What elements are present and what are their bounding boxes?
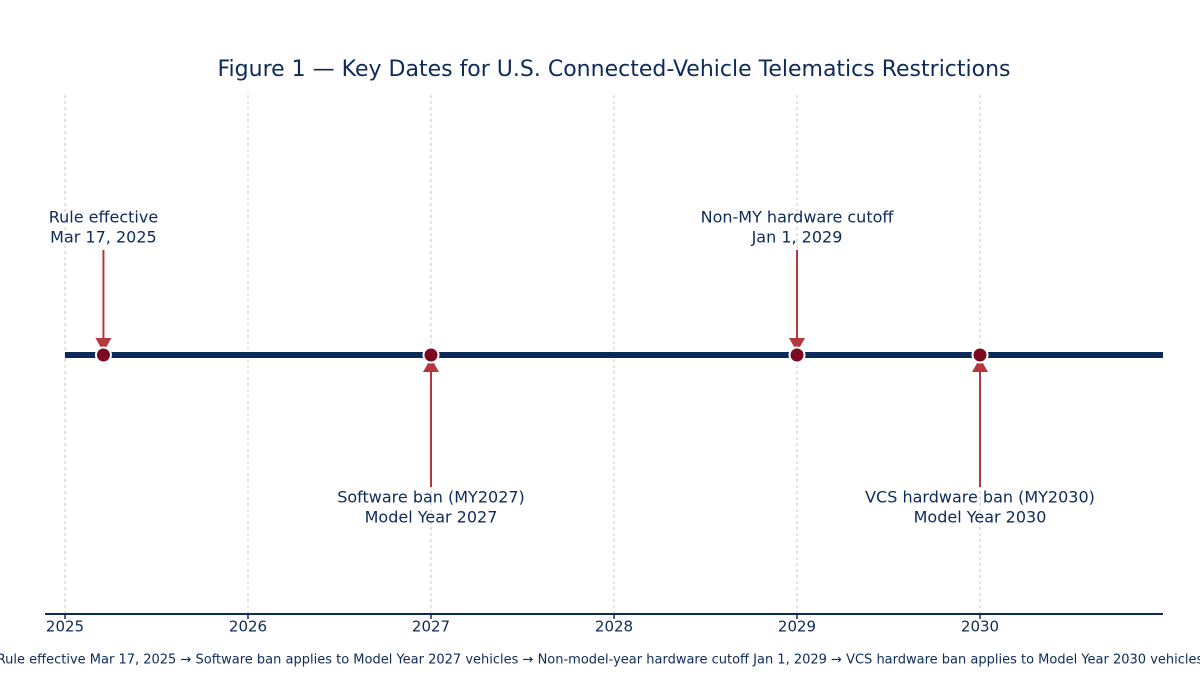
event-marker	[788, 346, 806, 364]
x-tick-label: 2028	[595, 618, 633, 636]
chart-title: Figure 1 — Key Dates for U.S. Connected-…	[218, 57, 1011, 82]
x-tick-label: 2026	[229, 618, 267, 636]
x-tick-label: 2027	[412, 618, 450, 636]
event-label: Software ban (MY2027)	[337, 488, 525, 507]
event-date: Mar 17, 2025	[50, 228, 157, 247]
event-date: Model Year 2030	[914, 508, 1047, 527]
caption: Rule effective Mar 17, 2025 → Software b…	[0, 653, 1200, 668]
event-marker	[422, 346, 440, 364]
x-tick-label: 2029	[778, 618, 816, 636]
event-marker	[971, 346, 989, 364]
event-date: Model Year 2027	[365, 508, 498, 527]
event-label: Rule effective	[49, 208, 158, 227]
x-tick-label: 2025	[46, 618, 84, 636]
event-label: Non-MY hardware cutoff	[701, 208, 895, 227]
event-marker	[94, 346, 112, 364]
event-label: VCS hardware ban (MY2030)	[865, 488, 1095, 507]
event-date: Jan 1, 2029	[751, 228, 843, 247]
x-tick-label: 2030	[961, 618, 999, 636]
